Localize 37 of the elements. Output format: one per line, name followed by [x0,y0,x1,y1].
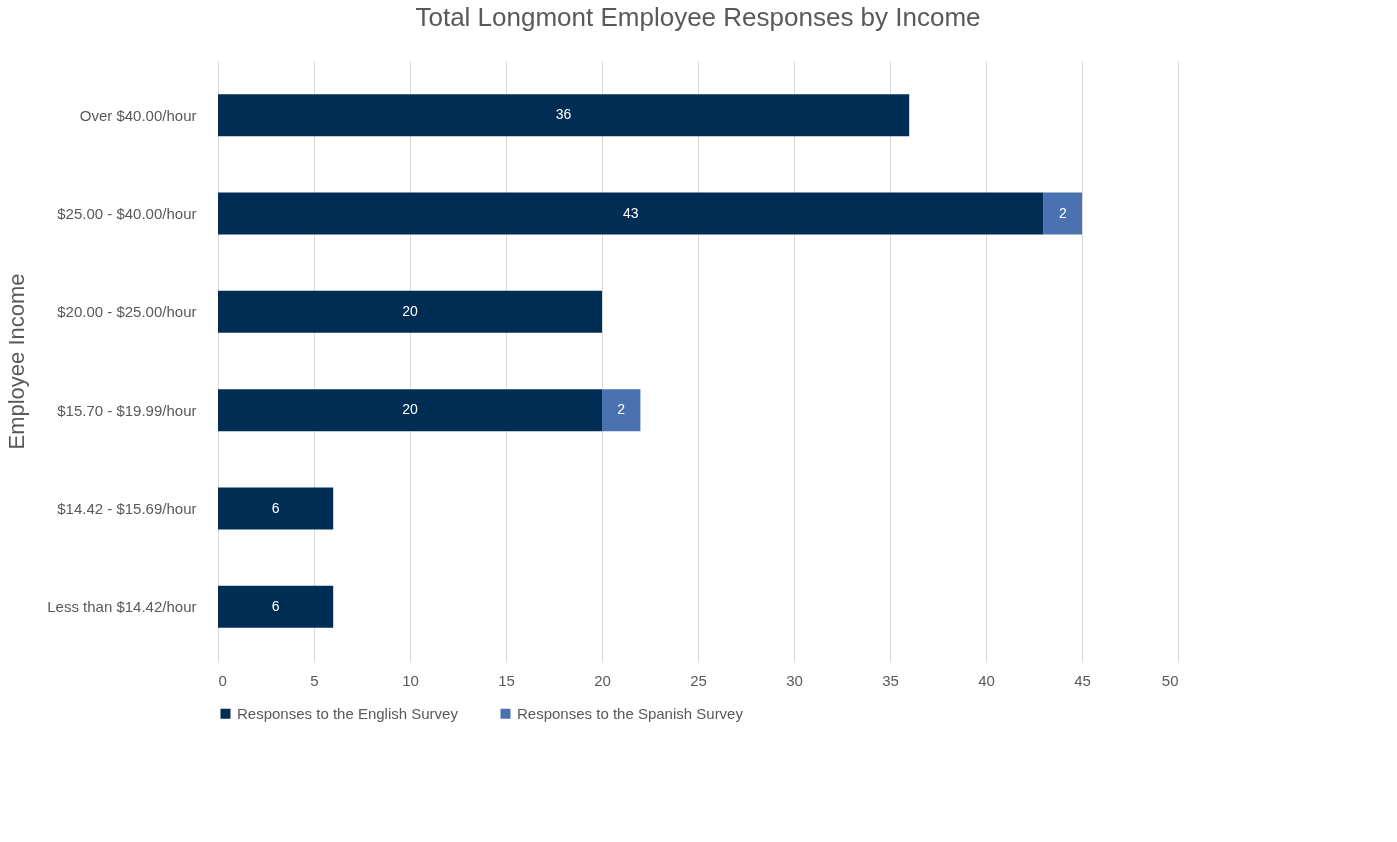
y-tick-label: $15.70 - $19.99/hour [57,401,197,419]
x-tick-label: 50 [1161,671,1179,689]
bar [1043,192,1082,235]
bar [218,94,910,137]
x-tick-label: 30 [786,671,803,689]
data-label: 2 [617,401,626,418]
legend-label: Responses to the Spanish Survey [517,704,744,722]
x-tick-label: 35 [882,671,899,689]
legend-label: Responses to the English Survey [237,704,459,722]
x-tick-label: 40 [978,671,995,689]
bar [602,389,641,432]
y-tick-label: $25.00 - $40.00/hour [57,205,197,222]
bar [218,389,602,432]
data-label: 20 [402,401,418,418]
bar [218,290,602,333]
bar [218,487,334,530]
chart-title: Total Longmont Employee Responses by Income [415,2,981,32]
x-tick-label: 0 [218,671,227,689]
x-tick-label: 20 [594,671,611,689]
x-tick-label: 5 [310,671,319,689]
x-tick-label: 10 [402,671,419,689]
data-label: 2 [1058,204,1067,221]
bar [218,585,334,628]
y-tick-label: $14.42 - $15.69/hour [57,500,197,517]
y-tick-label: $20.00 - $25.00/hour [57,303,197,321]
y-axis-title: Employee Income [4,273,30,450]
y-tick-label: Over $40.00/hour [79,106,197,124]
x-tick-label: 25 [690,671,707,689]
data-label: 36 [555,106,572,123]
data-label: 20 [402,302,418,319]
y-tick-label: Less than $14.42/hour [47,598,197,616]
x-tick-label: 15 [498,671,515,689]
bar [218,192,1044,235]
data-label: 6 [271,597,280,614]
data-label: 6 [271,499,280,516]
x-tick-label: 45 [1074,671,1091,689]
data-label: 43 [623,204,639,221]
